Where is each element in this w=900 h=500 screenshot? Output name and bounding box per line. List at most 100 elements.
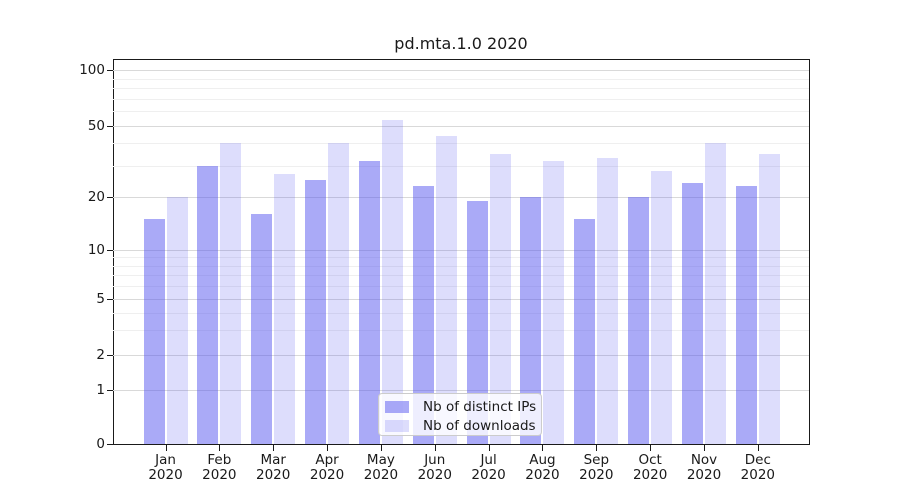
x-tick-month: Mar bbox=[260, 452, 286, 468]
x-tick-label: Dec 2020 bbox=[728, 453, 788, 483]
bar-downloads-feb bbox=[220, 143, 242, 444]
x-tick-month: Jan bbox=[155, 452, 176, 468]
y-tick bbox=[107, 126, 113, 127]
x-tick-year: 2020 bbox=[632, 467, 668, 483]
legend-item-downloads: Nb of downloads bbox=[379, 416, 541, 435]
x-tick-month: Apr bbox=[315, 452, 339, 468]
bar-downloads-nov bbox=[705, 143, 726, 444]
y-gridline-minor bbox=[113, 265, 809, 267]
y-gridline-major bbox=[113, 250, 809, 251]
x-tick-label: Feb 2020 bbox=[189, 453, 249, 483]
x-tick bbox=[434, 445, 436, 451]
y-gridline-minor bbox=[113, 98, 809, 100]
y-tick bbox=[107, 390, 113, 391]
x-tick bbox=[757, 445, 759, 451]
x-tick-year: 2020 bbox=[309, 467, 345, 483]
y-tick bbox=[107, 250, 113, 251]
x-tick-month: Aug bbox=[529, 452, 556, 468]
right-spine bbox=[809, 59, 810, 445]
y-tick-label: 5 bbox=[96, 291, 105, 307]
y-gridline-major bbox=[113, 197, 809, 198]
bar-downloads-oct bbox=[651, 170, 673, 444]
y-gridline-minor bbox=[113, 143, 809, 145]
legend-label-downloads: Nb of downloads bbox=[423, 417, 536, 434]
bar-distinct-ips-dec bbox=[735, 186, 757, 444]
y-gridline-minor bbox=[113, 111, 809, 113]
x-tick bbox=[327, 445, 329, 451]
y-tick-label: 1 bbox=[96, 382, 105, 398]
legend-item-distinct-ips: Nb of distinct IPs bbox=[379, 397, 541, 416]
y-tick bbox=[107, 444, 113, 445]
x-tick-year: 2020 bbox=[417, 467, 452, 483]
bar-distinct-ips-jul bbox=[466, 200, 488, 444]
y-gridline-minor bbox=[113, 286, 809, 288]
y-tick-label: 50 bbox=[87, 118, 105, 134]
x-tick-month: Nov bbox=[690, 452, 718, 468]
x-tick-label: May 2020 bbox=[351, 453, 411, 483]
x-tick-month: May bbox=[366, 452, 395, 468]
y-tick-label: 0 bbox=[96, 436, 105, 452]
bar-distinct-ips-feb bbox=[197, 165, 219, 444]
x-tick bbox=[165, 445, 167, 451]
y-gridline-minor bbox=[113, 78, 809, 80]
x-tick-month: Sep bbox=[583, 452, 610, 468]
y-gridline-minor bbox=[113, 312, 809, 314]
bottom-spine bbox=[113, 444, 810, 445]
x-tick-label: Aug 2020 bbox=[512, 453, 572, 483]
x-tick-year: 2020 bbox=[525, 467, 560, 483]
x-tick bbox=[704, 445, 705, 451]
legend-swatch-distinct-ips bbox=[385, 400, 409, 413]
bar-downloads-dec bbox=[758, 153, 780, 444]
x-tick-label: Mar 2020 bbox=[243, 453, 303, 483]
x-tick-year: 2020 bbox=[148, 467, 183, 483]
x-tick-year: 2020 bbox=[686, 467, 722, 483]
x-tick-year: 2020 bbox=[579, 467, 614, 483]
y-gridline-major bbox=[113, 299, 809, 300]
bar-downloads-jul bbox=[489, 153, 511, 444]
bar-distinct-ips-may bbox=[358, 160, 380, 444]
x-tick-year: 2020 bbox=[471, 467, 506, 483]
x-tick-month: Jun bbox=[424, 452, 446, 468]
y-gridline-major bbox=[113, 70, 809, 71]
x-tick-year: 2020 bbox=[256, 467, 291, 483]
x-tick bbox=[380, 445, 382, 451]
y-tick bbox=[107, 70, 113, 71]
x-tick bbox=[273, 445, 275, 451]
y-tick-label: 2 bbox=[96, 347, 105, 363]
x-tick bbox=[219, 445, 221, 451]
bar-distinct-ips-jun bbox=[412, 186, 434, 444]
bar-downloads-aug bbox=[543, 160, 565, 444]
y-gridline-minor bbox=[113, 257, 809, 259]
bar-distinct-ips-oct bbox=[628, 197, 650, 444]
bar-distinct-ips-apr bbox=[305, 179, 327, 444]
y-gridline-major bbox=[113, 126, 809, 127]
x-tick-label: Apr 2020 bbox=[297, 453, 357, 483]
x-tick-label: Jul 2020 bbox=[459, 453, 519, 483]
y-tick bbox=[107, 197, 113, 198]
x-tick-month: Oct bbox=[638, 452, 662, 468]
x-tick-month: Dec bbox=[744, 452, 771, 468]
y-gridline-minor bbox=[113, 275, 809, 277]
bar-distinct-ips-nov bbox=[682, 182, 703, 444]
x-tick-year: 2020 bbox=[740, 467, 776, 483]
chart-title: pd.mta.1.0 2020 bbox=[394, 34, 528, 53]
bar-downloads-may bbox=[381, 119, 403, 444]
x-tick-label: Jun 2020 bbox=[405, 453, 465, 483]
y-tick-label: 20 bbox=[87, 189, 105, 205]
x-tick bbox=[650, 445, 652, 451]
x-tick bbox=[596, 445, 598, 451]
x-tick-label: Sep 2020 bbox=[566, 453, 626, 483]
bar-distinct-ips-aug bbox=[520, 197, 542, 444]
y-gridline-major bbox=[113, 390, 809, 391]
y-tick-label: 10 bbox=[87, 242, 105, 258]
x-tick-year: 2020 bbox=[202, 467, 237, 483]
bar-downloads-apr bbox=[328, 143, 350, 444]
x-tick-label: Oct 2020 bbox=[620, 453, 680, 483]
bar-distinct-ips-mar bbox=[251, 214, 273, 444]
x-tick bbox=[488, 445, 490, 451]
x-tick-label: Nov 2020 bbox=[674, 453, 734, 483]
y-tick-label: 100 bbox=[79, 62, 105, 78]
x-tick bbox=[542, 445, 544, 451]
x-tick-label: Jan 2020 bbox=[136, 453, 196, 483]
